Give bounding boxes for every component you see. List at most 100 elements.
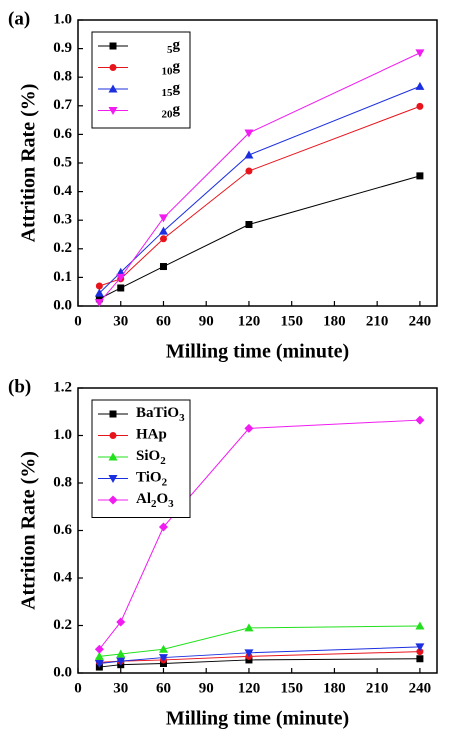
legend-marker <box>109 64 117 71</box>
legend-label: Al2O3 <box>136 491 174 509</box>
data-point <box>116 273 126 282</box>
data-point <box>244 649 254 658</box>
data-point <box>158 214 168 223</box>
x-tick-label: 120 <box>238 680 261 696</box>
data-point <box>415 415 425 425</box>
x-tick-label: 210 <box>366 313 389 329</box>
x-tick-label: 120 <box>238 313 261 329</box>
legend-marker <box>109 410 117 418</box>
legend-label: TiO2 <box>136 470 168 488</box>
data-point <box>416 648 424 656</box>
y-tick-label: 1.2 <box>53 379 72 395</box>
data-point <box>416 102 424 110</box>
x-tick-label: 210 <box>366 680 389 696</box>
data-point <box>94 299 104 308</box>
x-tick-label: 180 <box>323 680 346 696</box>
series-line <box>99 646 420 664</box>
x-tick-label: 90 <box>199 313 214 329</box>
x-axis-label: Milling time (minute) <box>166 341 349 363</box>
panel-label: (b) <box>8 376 31 397</box>
data-point <box>415 643 425 652</box>
y-tick-label: 0.5 <box>53 154 72 170</box>
data-point <box>244 150 254 159</box>
x-tick-label: 30 <box>113 680 128 696</box>
data-point <box>159 235 167 243</box>
data-point <box>116 657 126 666</box>
x-tick-label: 180 <box>323 313 346 329</box>
legend-marker <box>108 452 118 461</box>
data-point <box>245 167 253 175</box>
x-tick-label: 30 <box>113 313 128 329</box>
legend-label: 20g <box>162 102 181 120</box>
y-tick-label: 0.8 <box>53 474 72 490</box>
x-tick-label: 150 <box>280 680 303 696</box>
y-tick-label: 0.0 <box>53 664 72 680</box>
legend-label: 15g <box>162 80 181 98</box>
data-point <box>245 220 253 228</box>
legend-marker <box>108 495 118 505</box>
legend-label: 5g <box>167 37 181 55</box>
series-line <box>99 625 420 657</box>
data-point <box>415 621 425 630</box>
data-point <box>244 423 254 433</box>
legend-marker <box>108 84 118 93</box>
y-tick-label: 0.4 <box>53 569 72 585</box>
data-point <box>117 284 125 292</box>
y-tick-label: 0.0 <box>53 297 72 313</box>
legend-label: SiO2 <box>136 448 166 466</box>
y-tick-label: 0.9 <box>53 40 72 56</box>
data-point <box>415 49 425 58</box>
x-tick-label: 150 <box>280 313 303 329</box>
y-tick-label: 0.8 <box>53 69 72 85</box>
series-line <box>99 651 420 663</box>
data-point <box>415 81 425 90</box>
y-tick-label: 0.6 <box>53 522 72 538</box>
x-tick-label: 0 <box>74 680 82 696</box>
y-tick-label: 0.7 <box>53 97 72 113</box>
x-tick-label: 240 <box>409 313 432 329</box>
legend-box <box>91 399 191 518</box>
x-tick-label: 60 <box>156 680 171 696</box>
legend-marker <box>108 107 118 115</box>
data-point <box>416 655 424 663</box>
data-point <box>244 623 254 632</box>
x-tick-label: 90 <box>199 680 214 696</box>
y-tick-label: 0.2 <box>53 617 72 633</box>
y-axis-label: Attrition Rate (%) <box>18 84 40 243</box>
legend-marker <box>109 42 117 50</box>
data-point <box>116 649 126 658</box>
x-tick-label: 60 <box>156 313 171 329</box>
data-point <box>158 654 168 663</box>
y-tick-label: 1.0 <box>53 11 72 27</box>
y-tick-label: 1.0 <box>53 427 72 443</box>
data-point <box>94 288 104 297</box>
data-point <box>158 644 168 653</box>
y-tick-label: 0.3 <box>53 212 72 228</box>
legend-label: 10g <box>162 59 181 77</box>
x-axis-label: Milling time (minute) <box>166 708 349 730</box>
data-point <box>94 651 104 660</box>
x-tick-label: 240 <box>409 680 432 696</box>
y-tick-label: 0.6 <box>53 126 72 142</box>
data-point <box>158 226 168 235</box>
data-point <box>95 282 103 290</box>
data-point <box>94 660 104 668</box>
legend-marker <box>108 475 118 483</box>
data-point <box>159 263 167 271</box>
data-point <box>416 172 424 180</box>
legend-label: HAp <box>136 427 167 443</box>
series-line <box>99 105 421 287</box>
y-axis-label: Attrition Rate (%) <box>18 451 40 610</box>
legend-marker <box>109 432 117 439</box>
y-tick-label: 0.1 <box>53 269 72 285</box>
data-point <box>94 644 104 654</box>
series-line <box>99 175 421 300</box>
y-tick-label: 0.2 <box>53 240 72 256</box>
x-tick-label: 0 <box>74 313 82 329</box>
y-tick-label: 0.4 <box>53 183 72 199</box>
data-point <box>116 617 126 627</box>
data-point <box>244 129 254 138</box>
data-point <box>158 522 168 532</box>
legend-label: BaTiO3 <box>136 405 185 423</box>
